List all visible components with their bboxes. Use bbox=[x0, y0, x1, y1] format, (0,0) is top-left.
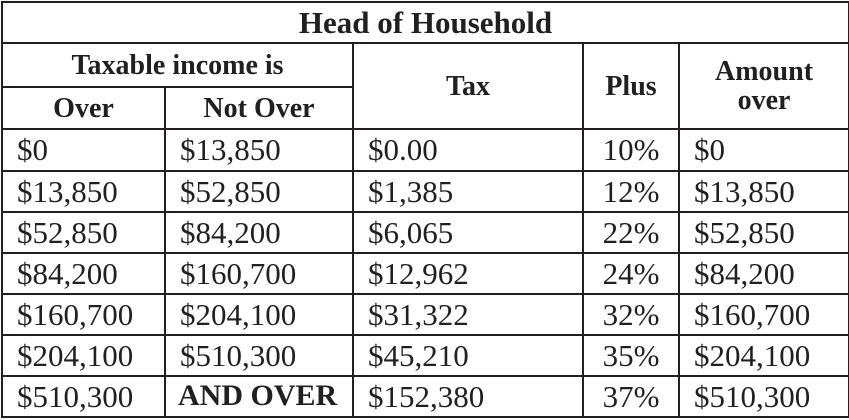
header-taxable-income: Taxable income is bbox=[1, 42, 354, 89]
cell-plus: 35% bbox=[582, 333, 680, 377]
header-amount-over-line1: Amount bbox=[715, 55, 814, 87]
cell-tax: $45,210 bbox=[352, 333, 584, 377]
cell-tax: $0.00 bbox=[352, 128, 584, 172]
cell-not-over: AND OVER bbox=[164, 374, 354, 419]
cell-over: $510,300 bbox=[1, 374, 166, 419]
cell-not-over: $13,850 bbox=[164, 128, 354, 172]
cell-not-over: $204,100 bbox=[164, 292, 354, 336]
header-amount-over: Amount over bbox=[677, 42, 849, 131]
cell-plus: 37% bbox=[582, 374, 680, 419]
cell-over: $84,200 bbox=[1, 251, 166, 295]
cell-amount-over: $160,700 bbox=[677, 292, 849, 336]
table-row: $84,200 $160,700 $12,962 24% $84,200 bbox=[1, 251, 849, 295]
cell-not-over: $84,200 bbox=[164, 210, 354, 254]
cell-amount-over: $510,300 bbox=[677, 374, 849, 419]
cell-tax: $31,322 bbox=[352, 292, 584, 336]
table-row: $510,300 AND OVER $152,380 37% $510,300 bbox=[1, 374, 849, 419]
cell-over: $13,850 bbox=[1, 169, 166, 213]
cell-not-over: $510,300 bbox=[164, 333, 354, 377]
cell-amount-over: $52,850 bbox=[677, 210, 849, 254]
cell-over: $0 bbox=[1, 128, 166, 172]
cell-tax: $1,385 bbox=[352, 169, 584, 213]
header-not-over: Not Over bbox=[164, 86, 354, 131]
cell-plus: 12% bbox=[582, 169, 680, 213]
table-row: $13,850 $52,850 $1,385 12% $13,850 bbox=[1, 169, 849, 213]
cell-over: $52,850 bbox=[1, 210, 166, 254]
header-over: Over bbox=[1, 86, 166, 131]
cell-plus: 24% bbox=[582, 251, 680, 295]
cell-plus: 10% bbox=[582, 128, 680, 172]
cell-not-over: $52,850 bbox=[164, 169, 354, 213]
table-title: Head of Household bbox=[0, 0, 849, 45]
table-row: $0 $13,850 $0.00 10% $0 bbox=[1, 128, 849, 172]
header-plus: Plus bbox=[582, 42, 680, 131]
table-row: $160,700 $204,100 $31,322 32% $160,700 bbox=[1, 292, 849, 336]
title-row: Head of Household bbox=[0, 0, 849, 45]
header-row: Taxable income is Tax Plus Amount over bbox=[1, 42, 849, 131]
cell-over: $160,700 bbox=[1, 292, 166, 336]
cell-tax: $12,962 bbox=[352, 251, 584, 295]
cell-not-over: $160,700 bbox=[164, 251, 354, 295]
cell-tax: $152,380 bbox=[352, 374, 584, 419]
cell-amount-over: $13,850 bbox=[677, 169, 849, 213]
subheader-row: Over Not Over bbox=[1, 86, 849, 131]
table-row: $204,100 $510,300 $45,210 35% $204,100 bbox=[1, 333, 849, 377]
cell-amount-over: $84,200 bbox=[677, 251, 849, 295]
cell-plus: 32% bbox=[582, 292, 680, 336]
cell-amount-over: $204,100 bbox=[677, 333, 849, 377]
cell-tax: $6,065 bbox=[352, 210, 584, 254]
cell-plus: 22% bbox=[582, 210, 680, 254]
cell-over: $204,100 bbox=[1, 333, 166, 377]
table-row: $52,850 $84,200 $6,065 22% $52,850 bbox=[1, 210, 849, 254]
header-tax: Tax bbox=[352, 42, 584, 131]
cell-amount-over: $0 bbox=[677, 128, 849, 172]
header-amount-over-line2: over bbox=[737, 85, 791, 117]
